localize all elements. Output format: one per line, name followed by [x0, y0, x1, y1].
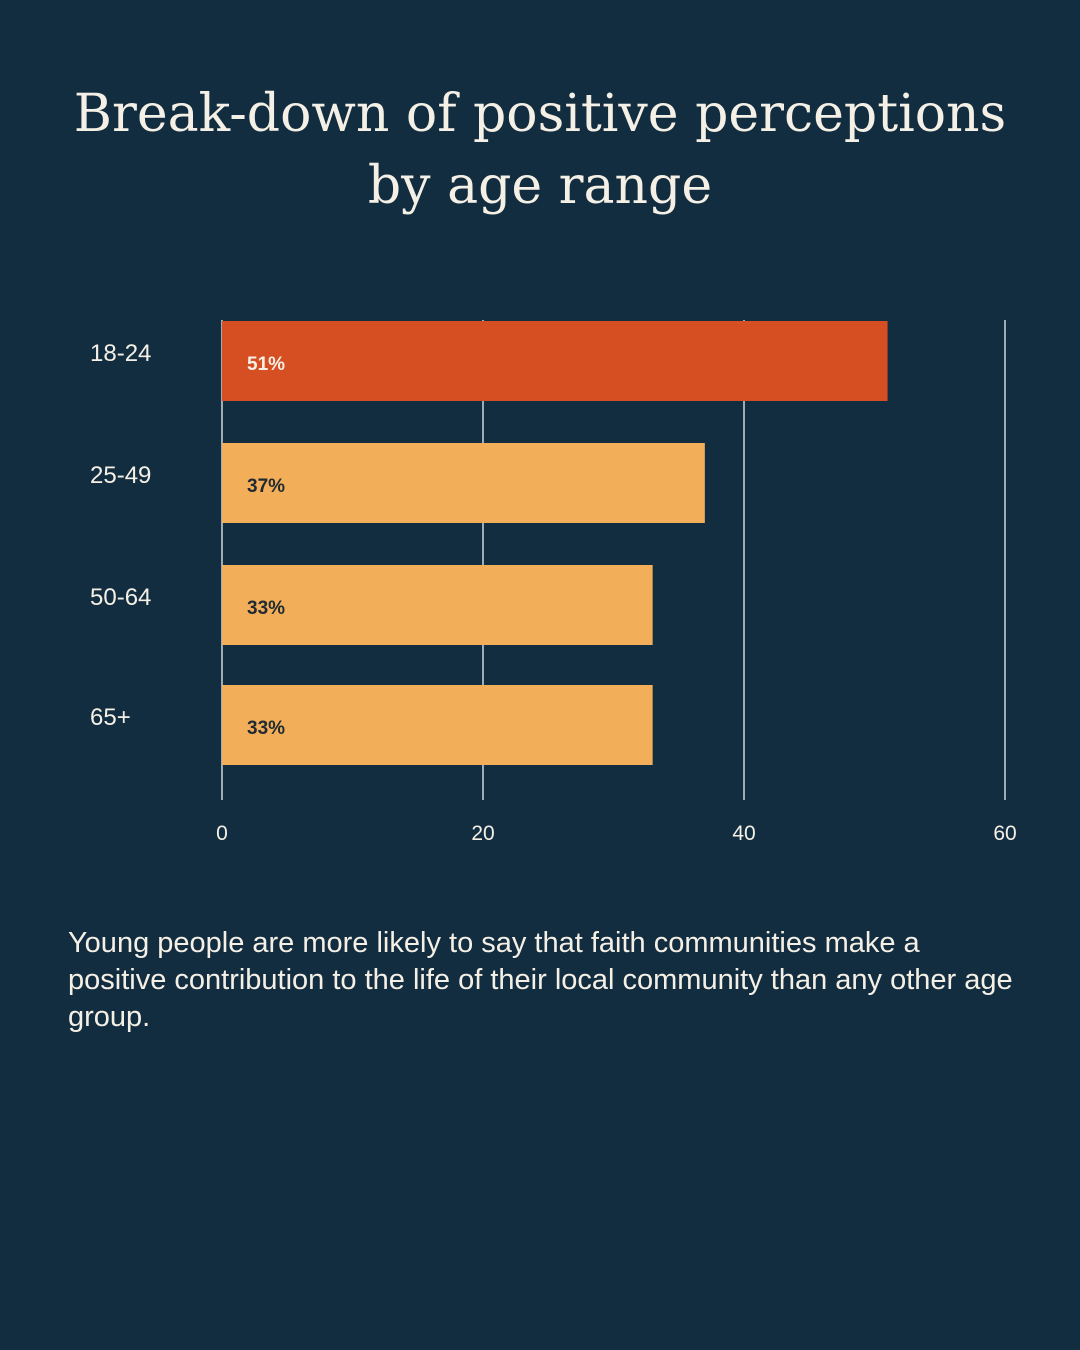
category-label-65plus: 65+: [90, 704, 131, 731]
bar-18-24: [222, 321, 888, 401]
data-label-18-24: 51%: [247, 354, 285, 375]
category-label-25-49: 25-49: [90, 462, 151, 489]
data-label-25-49: 37%: [247, 476, 285, 497]
category-label-50-64: 50-64: [90, 584, 151, 611]
bar-25-49: [222, 443, 705, 523]
data-label-50-64: 33%: [247, 598, 285, 619]
bar-50-64: [222, 565, 653, 645]
bar-65plus: [222, 685, 653, 765]
chart-caption: Young people are more likely to say that…: [68, 927, 1013, 1033]
x-tick-label-20: 20: [471, 822, 494, 845]
chart-title: Break-down of positive perceptions by ag…: [73, 84, 1007, 216]
x-tick-label-40: 40: [732, 822, 755, 845]
category-label-18-24: 18-24: [90, 340, 151, 367]
x-tick-label-0: 0: [216, 822, 228, 845]
bars: [222, 321, 888, 765]
labels: 18-24 25-49 50-64 65+ 51% 37% 33% 33% 0 20 40 60: [90, 340, 1017, 845]
data-label-65plus: 33%: [247, 718, 285, 739]
x-tick-label-60: 60: [993, 822, 1016, 845]
